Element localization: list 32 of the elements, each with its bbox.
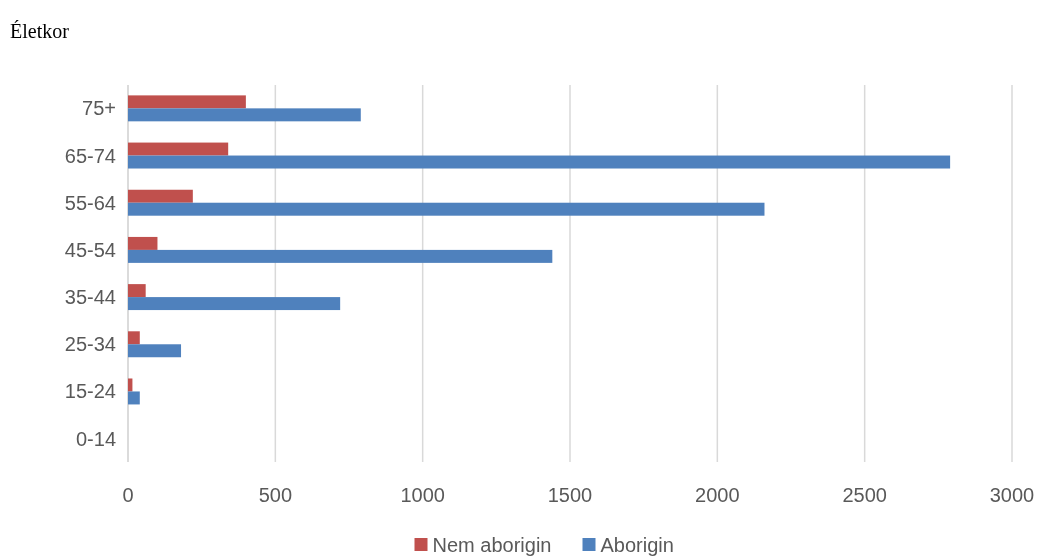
- x-tick-label: 3000: [989, 484, 1035, 506]
- bar: [128, 236, 158, 250]
- x-tick-label: 0: [122, 484, 134, 506]
- bar: [128, 297, 341, 311]
- bar: [128, 391, 140, 405]
- y-tick-label: 55-64: [64, 191, 116, 214]
- bar: [128, 155, 951, 169]
- bar: [128, 249, 553, 263]
- x-tick-label: 1000: [400, 484, 445, 506]
- bar: [128, 142, 229, 156]
- bar: [128, 284, 146, 298]
- bar: [128, 108, 361, 122]
- y-tick-label: 45-54: [64, 238, 116, 261]
- y-tick-label: 0-14: [75, 427, 116, 450]
- y-tick-label: 25-34: [64, 333, 116, 356]
- x-tick-label: 1500: [547, 484, 593, 506]
- bar: [128, 202, 765, 216]
- bar: [128, 378, 133, 392]
- bar: [128, 95, 246, 109]
- bar: [128, 331, 140, 345]
- y-tick-label: 75+: [82, 97, 116, 120]
- bar: [128, 189, 193, 203]
- x-tick-label: 500: [258, 484, 293, 506]
- legend-label: Nem aborigin: [432, 534, 552, 556]
- bar: [128, 344, 182, 358]
- legend-label: Aborigin: [600, 534, 674, 556]
- x-tick-label: 2000: [695, 484, 740, 506]
- chart-title: Életkor: [10, 20, 70, 42]
- y-tick-label: 35-44: [64, 286, 116, 309]
- y-tick-label: 15-24: [64, 380, 116, 403]
- y-tick-label: 65-74: [64, 144, 116, 167]
- x-tick-label: 2500: [842, 484, 887, 506]
